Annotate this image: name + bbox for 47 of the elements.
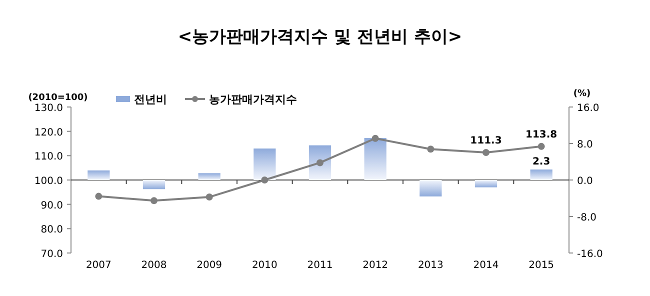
y2-tick-label: 0.0: [577, 176, 593, 187]
y2-axis-title: (%): [573, 89, 591, 99]
data-label: 113.8: [526, 129, 558, 140]
bar: [474, 180, 498, 188]
x-tick-label: 2009: [196, 260, 222, 271]
point: [372, 134, 379, 142]
bar: [364, 138, 386, 180]
bar: [308, 145, 332, 180]
bar: [254, 148, 276, 180]
y2-tick-label: 16.0: [577, 103, 600, 114]
point: [206, 194, 213, 201]
bar: [88, 170, 110, 180]
y-tick-label: 70.0: [40, 249, 63, 260]
bar: [198, 173, 220, 180]
x-tick-label: 2013: [418, 260, 444, 271]
bar: [530, 170, 552, 180]
point: [95, 192, 102, 200]
x-tick-label: 2007: [86, 260, 112, 271]
point: [316, 159, 324, 166]
y2-tick-label: 8.0: [577, 140, 593, 150]
x-tick-label: 2015: [528, 260, 554, 271]
point: [427, 146, 434, 153]
point: [482, 149, 490, 156]
point: [261, 176, 268, 184]
y-axis-title: (2010=100): [28, 93, 88, 103]
y-tick-label: 120.0: [34, 127, 63, 138]
x-tick-label: 2008: [141, 260, 167, 271]
legend-label: 농가판매가격지수: [209, 93, 297, 106]
x-tick-label: 2012: [362, 260, 388, 271]
point: [538, 142, 545, 150]
bar: [420, 180, 442, 196]
y-tick-label: 80.0: [40, 224, 63, 236]
bar: [142, 180, 166, 190]
data-label: 2.3: [532, 156, 550, 168]
y-tick-label: 90.0: [40, 200, 63, 212]
y2-tick-label: -16.0: [577, 249, 603, 260]
point: [150, 197, 158, 204]
x-tick-label: 2014: [473, 260, 499, 271]
chart-title: <농가판매가격지수 및 전년비 추이>: [178, 27, 462, 47]
y2-tick-label: -8.0: [577, 212, 597, 224]
legend-label: 전년비: [134, 93, 167, 106]
y-tick-label: 130.0: [34, 103, 63, 114]
y-tick-label: 110.0: [34, 152, 63, 163]
data-label: 111.3: [470, 136, 502, 147]
y-tick-label: 100.0: [34, 176, 63, 187]
x-tick-label: 2011: [307, 260, 333, 271]
x-tick-label: 2010: [252, 260, 278, 271]
